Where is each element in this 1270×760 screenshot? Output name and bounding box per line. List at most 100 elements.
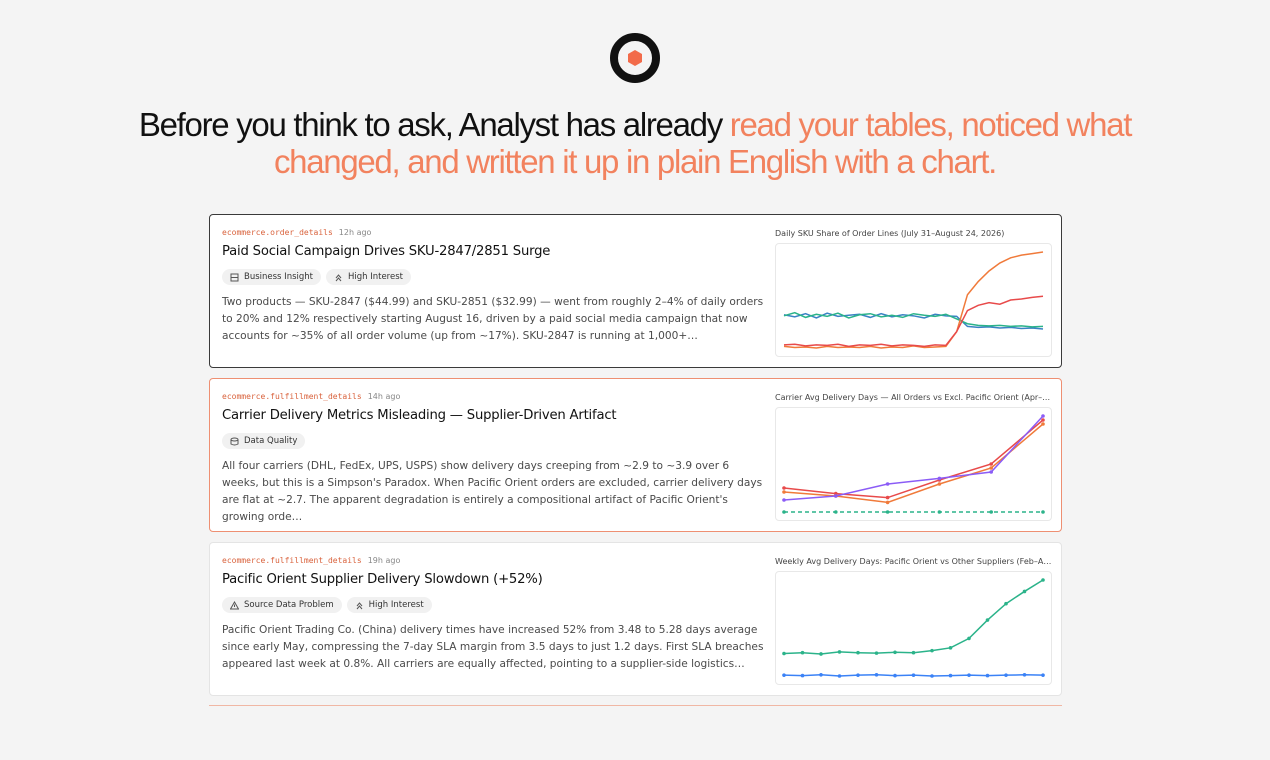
tag-list: Data Quality [222,433,306,449]
data-point [885,500,890,505]
data-point [1041,673,1045,677]
data-point [834,510,838,514]
data-point [948,646,953,650]
next-card-edge [209,705,1062,706]
chart-title: Carrier Avg Delivery Days — All Orders v… [775,393,1051,402]
series-line [783,295,1044,348]
data-point [930,648,934,653]
data-point [885,510,890,514]
series-line [783,251,1044,349]
chart-box [775,407,1052,521]
data-point [967,636,971,641]
card-body: Two products — SKU-2847 ($44.99) and SKU… [222,296,764,342]
chart-title: Daily SKU Share of Order Lines (July 31–… [775,229,1005,238]
data-point [989,470,993,474]
data-point [937,510,942,514]
chart [783,251,1044,349]
tag: High Interest [325,269,411,285]
data-point [937,476,942,481]
data-point [1004,601,1008,606]
card-title: Paid Social Campaign Drives SKU-2847/285… [222,244,551,259]
tag-label: High Interest [347,272,403,282]
table-name: ecommerce.order_details [222,228,333,237]
headline-highlight: read your tables, noticed what changed, … [273,106,1132,180]
data-point [834,494,838,498]
headline-lead: Before you think to ask, Analyst has alr… [138,106,730,143]
data-point [967,673,971,677]
source-table: ecommerce.order_details 12h ago [222,228,371,237]
data-point [911,650,916,655]
series-line [783,312,1044,330]
data-point [800,673,805,678]
table-name: ecommerce.fulfillment_details [222,392,362,401]
insight-card[interactable]: ecommerce.fulfillment_details 14h ago Carr… [209,378,1062,532]
insight-card[interactable]: ecommerce.fulfillment_details 19h ago Paci… [209,542,1062,696]
tag-icon [230,600,239,609]
tag-list: Source Data Problem High Interest [222,597,432,613]
data-point [985,673,990,678]
data-point [1041,418,1045,422]
data-point [1041,578,1045,582]
chart [782,414,1045,514]
headline: Before you think to ask, Analyst has alr… [135,106,1135,180]
tag-label: Data Quality [244,436,298,446]
data-point [782,651,786,656]
timestamp: 14h ago [367,392,401,401]
data-point [1022,589,1027,594]
data-point [782,486,786,490]
series-line [783,415,1044,501]
insight-card[interactable]: ecommerce.order_details 12h ago Paid Socia… [209,214,1062,368]
tag-label: Source Data Problem [244,600,334,610]
tag-icon [356,601,363,609]
data-point [837,674,842,678]
tag-label: High Interest [368,600,424,610]
data-point [874,651,879,655]
chart-box [775,571,1052,685]
tag: Data Quality [222,433,306,449]
data-point [989,510,993,514]
card-title: Pacific Orient Supplier Delivery Slowdow… [222,572,543,587]
timestamp: 12h ago [338,228,372,237]
data-point [1041,422,1045,426]
tag-icon [230,437,239,445]
data-point [989,462,993,466]
data-point [782,490,786,494]
chart [782,578,1045,678]
tag-label: Business Insight [244,272,313,282]
series-line [783,423,1044,504]
chart-title: Weekly Avg Delivery Days: Pacific Orient… [775,557,1052,566]
data-point [782,510,786,514]
card-body: All four carriers (DHL, FedEx, UPS, USPS… [222,460,763,523]
data-point [1041,414,1045,418]
chart-box [775,243,1052,357]
data-point [948,673,953,678]
data-point [856,650,860,655]
series-line [783,419,1044,499]
table-name: ecommerce.fulfillment_details [222,556,362,565]
tag-icon [230,273,239,281]
data-point [856,673,860,677]
card-title: Carrier Delivery Metrics Misleading — Su… [222,408,617,423]
series-line [783,311,1044,328]
card-body: Pacific Orient Trading Co. (China) deliv… [222,624,764,670]
logo [610,33,660,83]
tag-list: Business Insight High Interest [222,269,411,285]
data-point [989,466,993,470]
data-point [911,673,916,677]
data-point [837,650,842,654]
data-point [874,672,879,677]
data-point [782,673,786,677]
data-point [885,482,890,486]
tag: Business Insight [222,269,321,285]
data-point [1041,510,1045,514]
data-point [937,482,942,486]
data-point [893,673,897,678]
data-point [800,650,805,655]
data-point [885,495,890,500]
tag-icon [335,273,342,281]
data-point [1004,673,1008,677]
data-point [985,618,990,622]
data-point [819,652,823,656]
timestamp: 19h ago [367,556,401,565]
